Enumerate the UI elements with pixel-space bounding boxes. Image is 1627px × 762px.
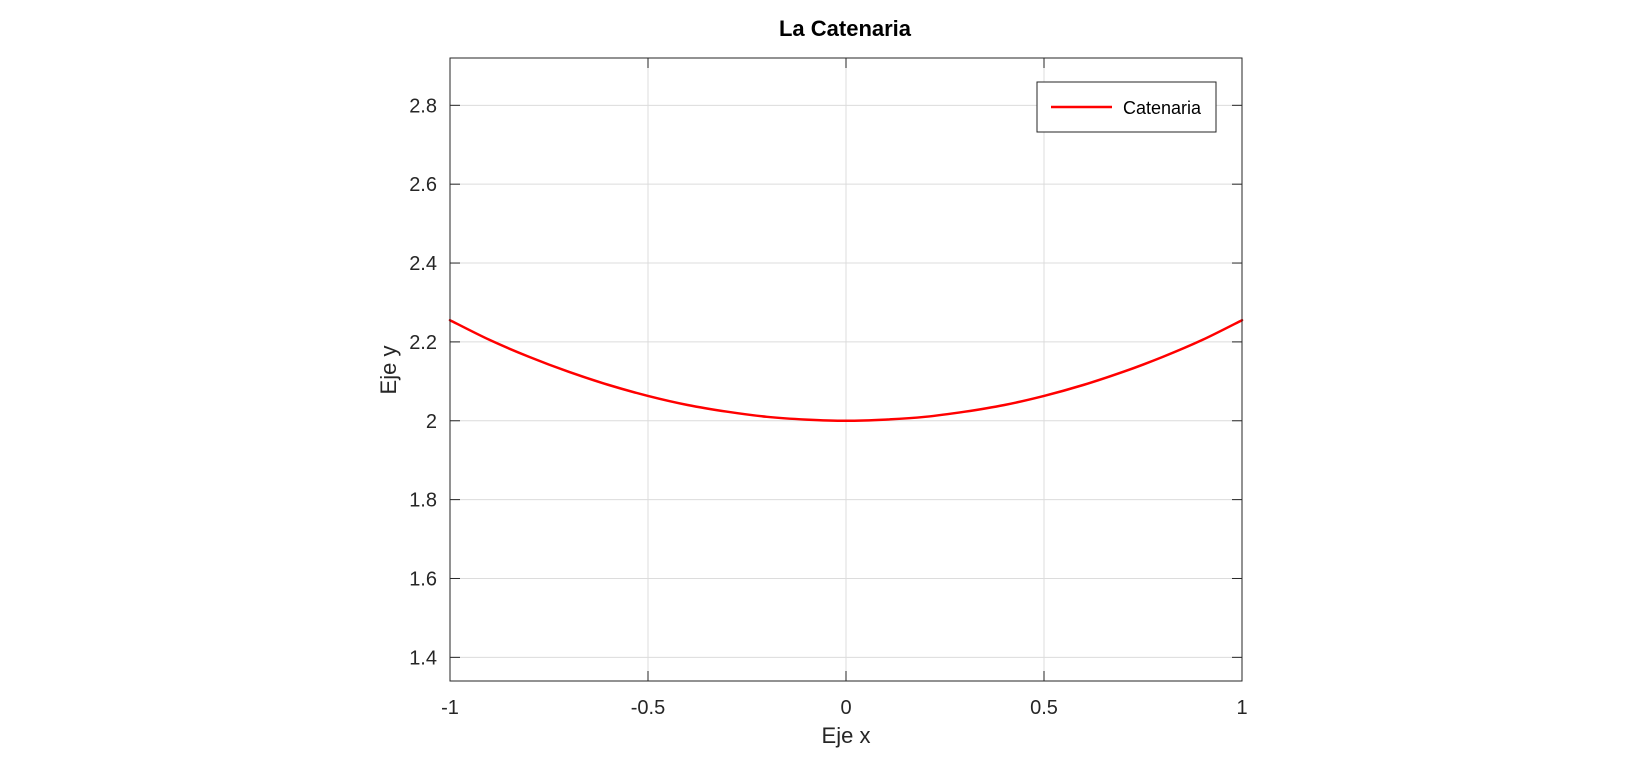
legend: Catenaria [1036, 81, 1217, 133]
series-line-catenaria [448, 318, 1244, 423]
legend-entry-catenaria: Catenaria [1123, 98, 1202, 118]
x-tick-label: -1 [441, 697, 459, 719]
y-tick-label: 1.8 [409, 490, 437, 512]
y-tick-label: 2.4 [409, 253, 437, 275]
plot-area [448, 57, 1244, 682]
y-tick-label: 2 [426, 411, 437, 433]
chart-title: La Catenaria [779, 16, 912, 41]
x-tick-label: 0.5 [1030, 697, 1058, 719]
x-tick-label: 1 [1236, 697, 1247, 719]
y-tick-label: 1.4 [409, 647, 437, 669]
y-tick-label: 1.6 [409, 568, 437, 590]
y-axis-tick-labels: 1.4 1.6 1.8 2 2.2 2.4 2.6 2.8 [409, 95, 437, 669]
x-axis-tick-labels: -1 -0.5 0 0.5 1 [441, 697, 1247, 719]
x-axis-label: Eje x [822, 723, 871, 748]
x-tick-label: 0 [840, 697, 851, 719]
series-layer [448, 318, 1244, 423]
x-tick-label: -0.5 [631, 697, 665, 719]
tick-marks [449, 58, 1243, 681]
y-tick-label: 2.2 [409, 332, 437, 354]
y-axis-label: Eje y [376, 346, 401, 395]
y-tick-label: 2.8 [409, 95, 437, 117]
y-tick-label: 2.6 [409, 174, 437, 196]
